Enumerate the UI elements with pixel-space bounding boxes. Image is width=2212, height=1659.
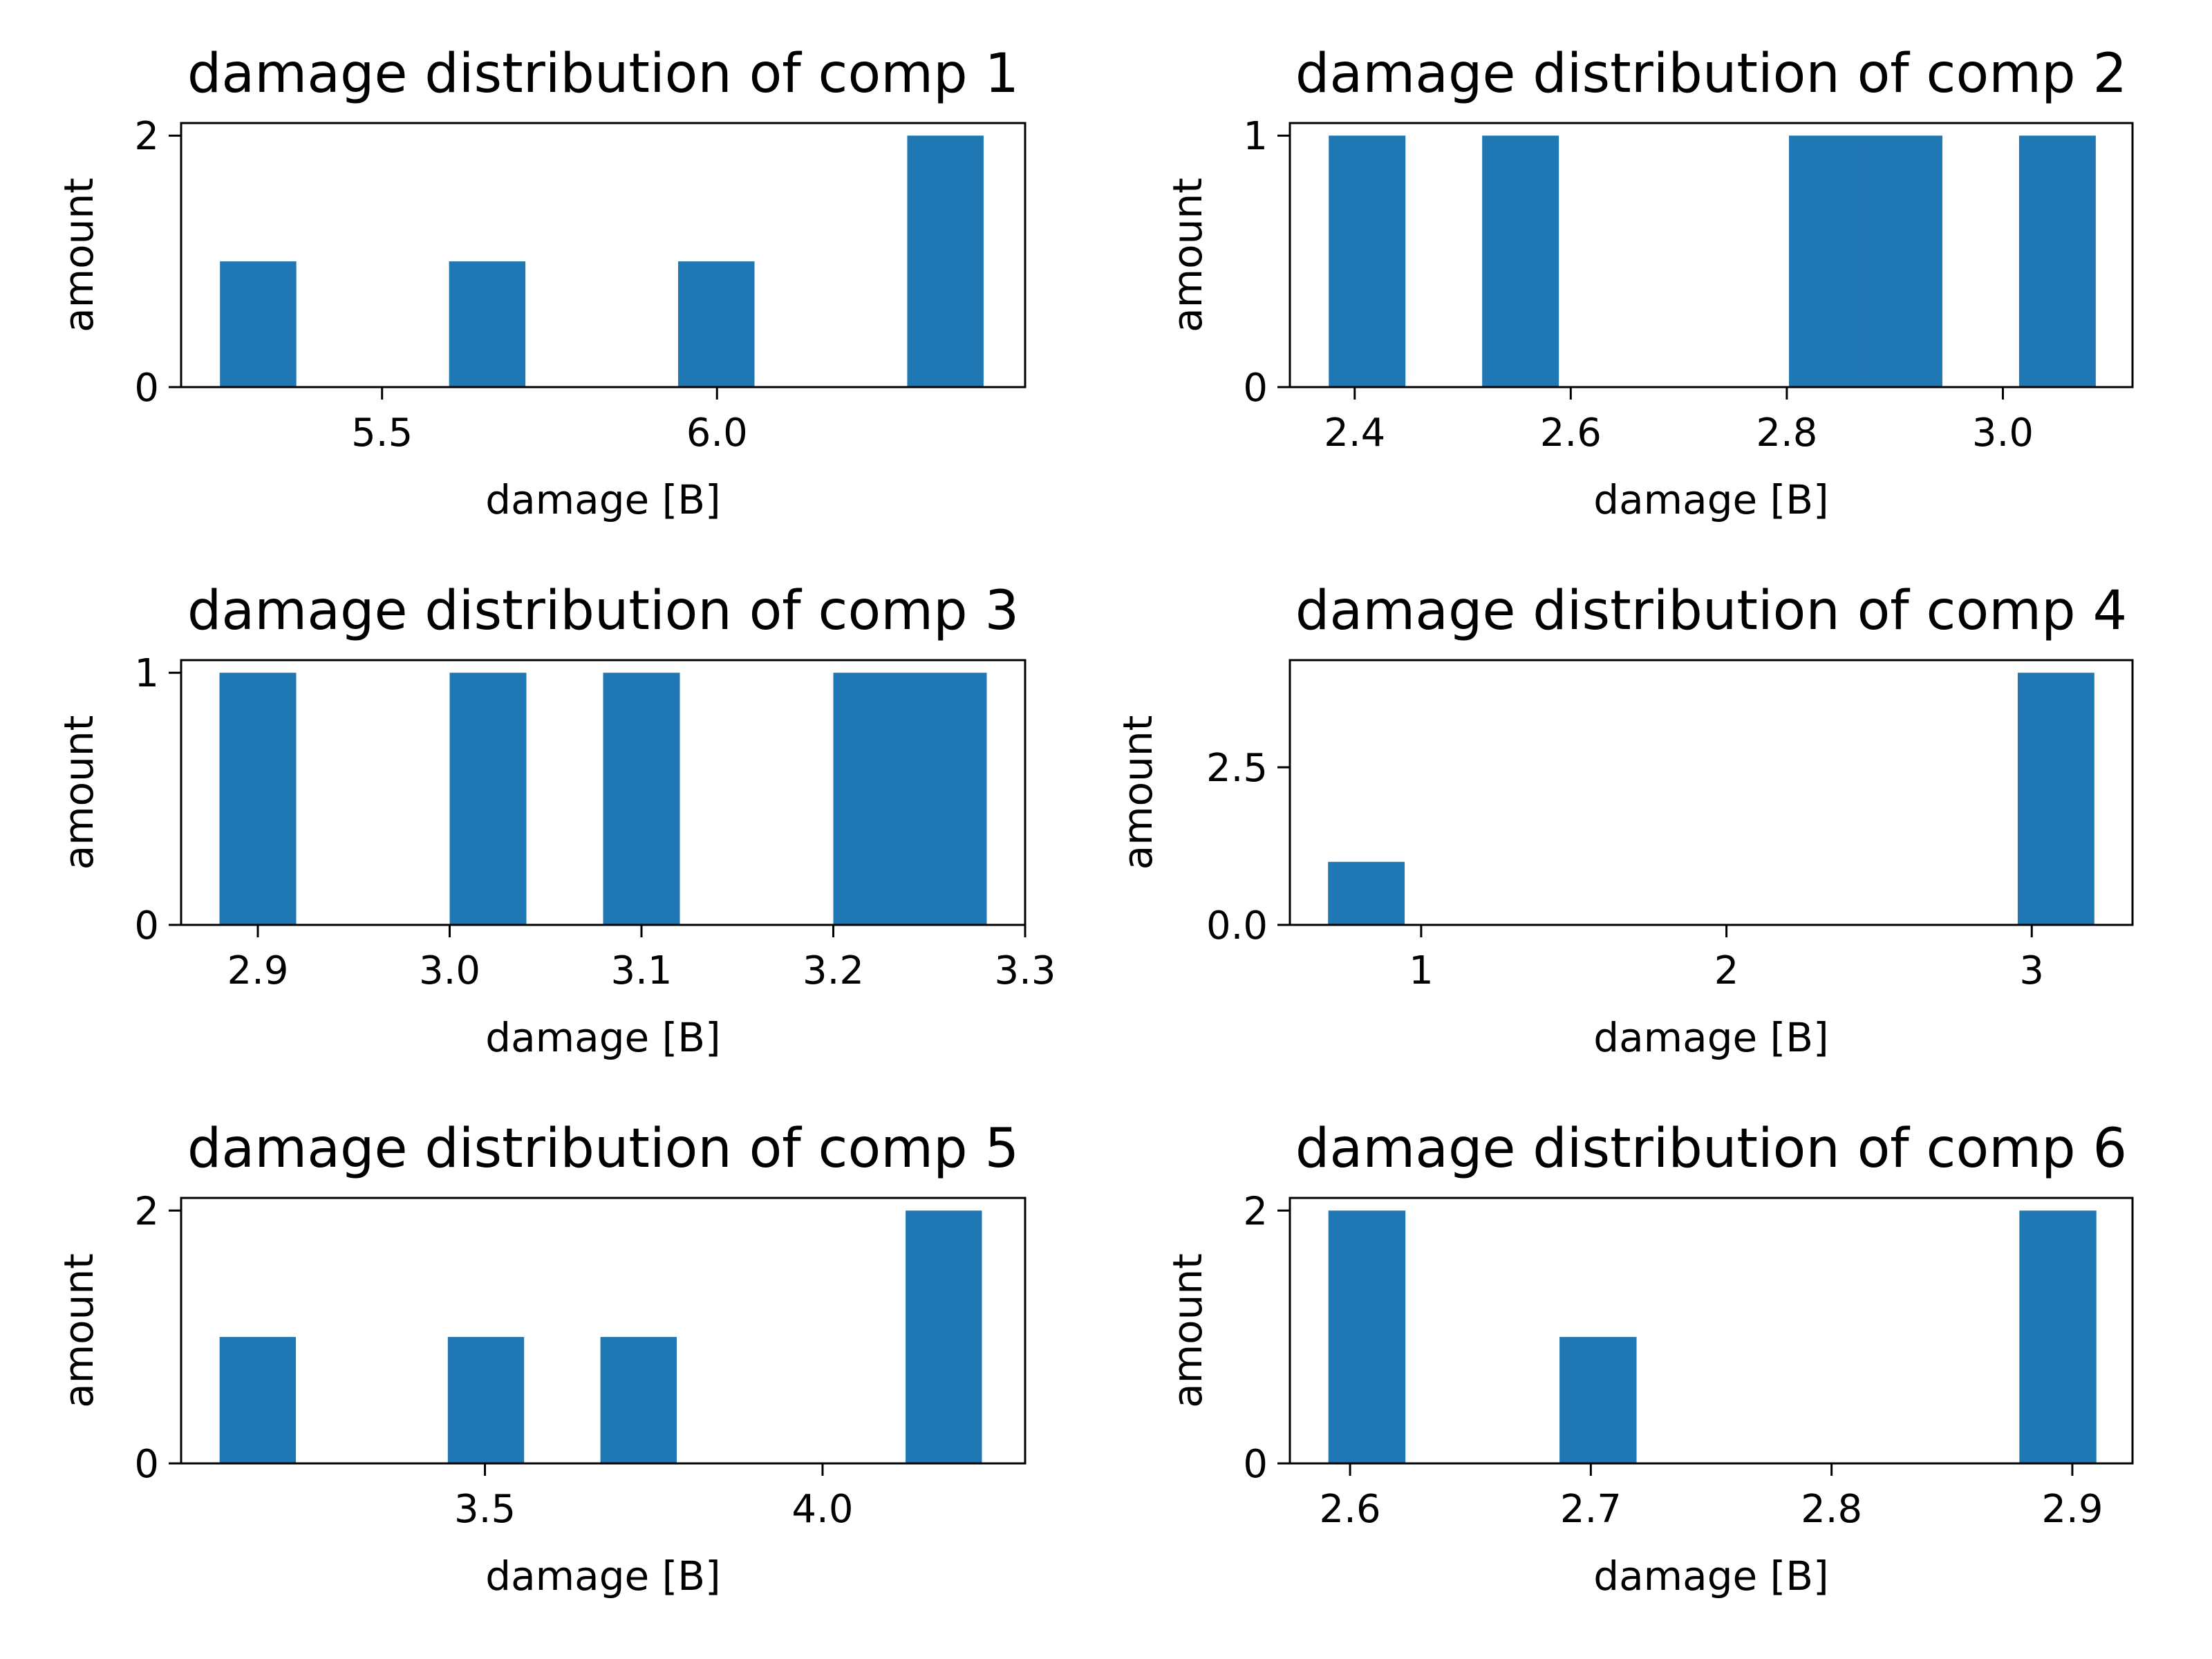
- bar-4-1: [1328, 861, 1405, 925]
- x-tick-label-6-2: 2.7: [1560, 1487, 1622, 1532]
- axes-frame-5: [180, 1197, 1027, 1465]
- x-tick-label-2-3: 2.8: [1756, 411, 1817, 456]
- subplot-3: 2.9 3.0 3.1 3.2 3.3 0 1 damage distribution of …: [55, 580, 1056, 1061]
- y-tick-label-3-1: 0: [134, 903, 159, 948]
- x-tick-label-4-2: 2: [1714, 948, 1739, 993]
- subplot-title-4: damage distribution of comp 4: [1295, 580, 2127, 642]
- x-tick-label-5-2: 4.0: [791, 1487, 853, 1532]
- bar-1-1: [220, 261, 297, 387]
- axes-frame-6: [1288, 1197, 2134, 1465]
- bar-5-4: [906, 1210, 982, 1463]
- subplot-5: 3.5 4.0 0 2 damage distribution of comp 5 dam…: [55, 1118, 1027, 1600]
- axes-frame-1: [180, 122, 1027, 388]
- x-tick-label-3-5: 3.3: [994, 948, 1056, 993]
- bar-3-5: [910, 673, 987, 925]
- subplot-6: 2.6 2.7 2.8 2.9 0 2 damage distribution of com…: [1164, 1118, 2134, 1600]
- x-tick-label-3-1: 2.9: [227, 948, 288, 993]
- bar-6-2: [1559, 1337, 1637, 1463]
- x-axis-label-1: damage [B]: [485, 476, 720, 523]
- x-axis-label-3: damage [B]: [485, 1014, 720, 1061]
- x-tick-label-3-4: 3.2: [803, 948, 864, 993]
- subplot-2: 2.4 2.6 2.8 3.0 0 1 damage distribution of com…: [1164, 43, 2134, 523]
- bar-2-3: [1789, 135, 1866, 387]
- y-tick-label-1-1: 0: [134, 366, 159, 411]
- subplot-title-3: damage distribution of comp 3: [187, 580, 1019, 642]
- y-axis-label-6: amount: [1164, 1253, 1211, 1408]
- y-axis-label-4: amount: [1114, 715, 1161, 870]
- bar-1-4: [907, 135, 984, 387]
- bar-6-1: [1328, 1210, 1406, 1463]
- x-axis-label-6: damage [B]: [1593, 1553, 1828, 1600]
- subplot-1: 5.5 6.0 0 2 damage distribution of comp 1 dam…: [55, 43, 1027, 523]
- bar-2-5: [2018, 135, 2096, 387]
- bar-2-2: [1482, 135, 1559, 387]
- x-axis-label-5: damage [B]: [485, 1553, 720, 1600]
- y-tick-label-4-2: 2.5: [1206, 746, 1268, 791]
- y-axis-label-3: amount: [55, 715, 102, 870]
- y-axis-label-5: amount: [55, 1253, 102, 1408]
- bar-3-3: [603, 673, 680, 925]
- x-tick-label-3-3: 3.1: [610, 948, 672, 993]
- bar-3-2: [449, 673, 527, 925]
- bar-3-1: [219, 673, 297, 925]
- bar-2-4: [1865, 135, 1942, 387]
- x-tick-label-6-4: 2.9: [2041, 1487, 2103, 1532]
- x-tick-label-2-1: 2.4: [1324, 411, 1385, 456]
- y-tick-label-6-2: 2: [1243, 1189, 1268, 1234]
- x-tick-label-4-1: 1: [1409, 948, 1434, 993]
- axes-frame-2: [1288, 122, 2134, 388]
- bar-1-3: [678, 261, 755, 387]
- x-tick-label-1-1: 5.5: [351, 411, 413, 456]
- x-tick-label-5-1: 3.5: [454, 1487, 516, 1532]
- bar-5-1: [219, 1337, 297, 1463]
- y-axis-label-1: amount: [55, 178, 102, 332]
- axes-frame-3: [180, 659, 1027, 926]
- y-tick-label-6-1: 0: [1243, 1442, 1268, 1487]
- bar-2-1: [1329, 135, 1406, 387]
- x-tick-label-4-3: 3: [2019, 948, 2044, 993]
- bar-3-4: [833, 673, 910, 925]
- subplot-title-5: damage distribution of comp 5: [187, 1118, 1019, 1180]
- y-tick-label-5-1: 0: [134, 1442, 159, 1487]
- x-axis-label-2: damage [B]: [1593, 476, 1828, 523]
- y-tick-label-1-2: 2: [134, 114, 159, 159]
- x-axis-label-4: damage [B]: [1593, 1014, 1828, 1061]
- bar-4-2: [2017, 673, 2094, 925]
- subplot-title-2: damage distribution of comp 2: [1295, 43, 2127, 105]
- x-tick-label-6-3: 2.8: [1801, 1487, 1862, 1532]
- subplot-title-1: damage distribution of comp 1: [187, 43, 1019, 105]
- x-tick-label-2-2: 2.6: [1540, 411, 1602, 456]
- y-tick-label-3-2: 1: [134, 651, 159, 696]
- y-tick-label-5-2: 2: [134, 1189, 159, 1234]
- y-tick-label-2-1: 0: [1243, 366, 1268, 411]
- y-axis-label-2: amount: [1164, 178, 1211, 332]
- bar-1-2: [449, 261, 526, 387]
- y-tick-label-2-2: 1: [1243, 114, 1268, 159]
- bar-6-3: [2019, 1210, 2097, 1463]
- subplot-title-6: damage distribution of comp 6: [1295, 1118, 2127, 1180]
- subplot-4: 1 2 3 0.0 2.5 damage distribution of comp 4 da…: [1114, 580, 2134, 1061]
- x-tick-label-3-2: 3.0: [419, 948, 480, 993]
- bar-5-2: [447, 1337, 525, 1463]
- x-tick-label-1-2: 6.0: [686, 411, 748, 456]
- x-tick-label-2-4: 3.0: [1972, 411, 2034, 456]
- y-tick-label-4-1: 0.0: [1206, 903, 1268, 948]
- x-tick-label-6-1: 2.6: [1320, 1487, 1381, 1532]
- axes-frame-4: [1288, 659, 2134, 926]
- bar-5-3: [600, 1337, 677, 1463]
